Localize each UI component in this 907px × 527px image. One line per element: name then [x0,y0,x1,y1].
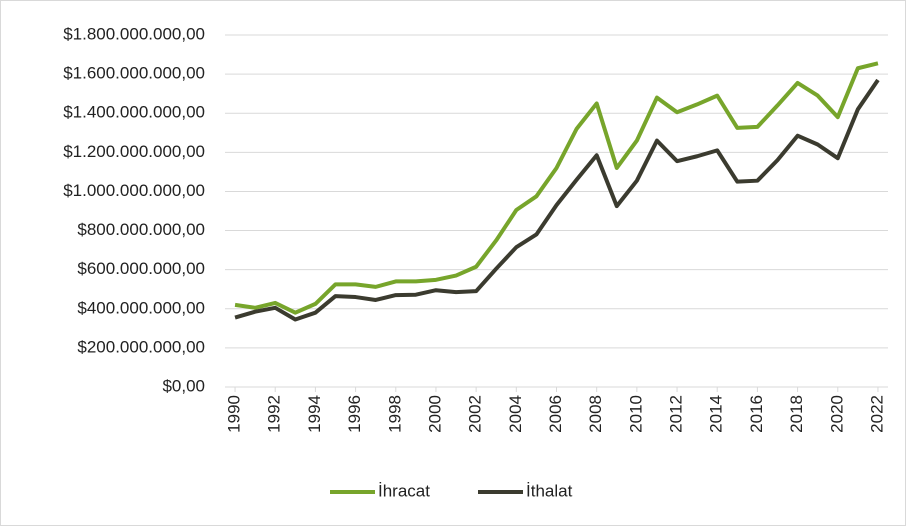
x-tick-label: 2018 [787,395,806,433]
x-tick-label: 2012 [667,395,686,433]
legend-label: İthalat [526,481,573,500]
y-tick-label: $1.600.000.000,00 [63,64,205,83]
x-tick-label: 2006 [546,395,565,433]
x-tick-label: 2014 [707,395,726,433]
x-tick-label: 2008 [586,395,605,433]
y-tick-label: $0,00 [162,376,205,395]
x-tick-label: 1994 [305,395,324,433]
x-tick-label: 2010 [626,395,645,433]
y-tick-label: $800.000.000,00 [77,220,205,239]
x-tick-label: 1998 [385,395,404,433]
series-line [234,61,879,315]
legend-label: İhracat [378,481,430,500]
x-tick-label: 2000 [425,395,444,433]
x-tick-label: 2022 [867,395,886,433]
y-tick-label: $200.000.000,00 [77,337,205,356]
series-line [234,78,880,322]
x-tick-label: 2016 [747,395,766,433]
x-tick-label: 2002 [466,395,485,433]
x-tick-label: 1990 [225,395,244,433]
y-tick-label: $1.200.000.000,00 [63,142,205,161]
x-tick-label: 1992 [265,395,284,433]
y-tick-label: $600.000.000,00 [77,259,205,278]
y-tick-label: $1.000.000.000,00 [63,181,205,200]
x-tick-label: 2004 [506,395,525,433]
x-tick-label: 2020 [827,395,846,433]
y-tick-label: $400.000.000,00 [77,298,205,317]
y-tick-label: $1.400.000.000,00 [63,103,205,122]
y-tick-label: $1.800.000.000,00 [63,24,205,43]
x-tick-label: 1996 [345,395,364,433]
